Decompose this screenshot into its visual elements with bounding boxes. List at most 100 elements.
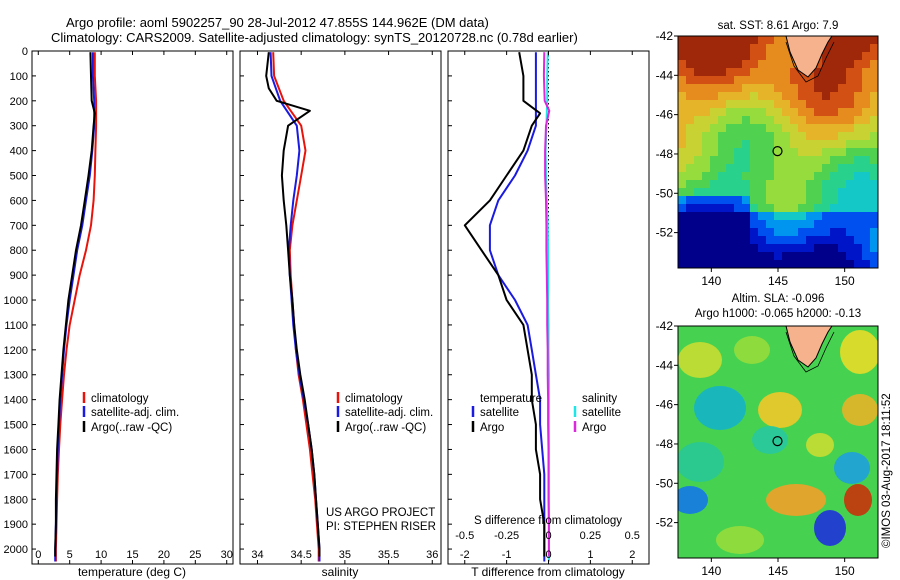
sst-cell <box>814 236 823 245</box>
sst-cell <box>686 244 695 253</box>
sst-cell <box>742 132 751 141</box>
sst-cell <box>854 140 863 149</box>
sst-cell <box>694 60 703 69</box>
sst-cell <box>678 116 687 125</box>
sst-cell <box>774 164 783 173</box>
sst-cell <box>678 244 687 253</box>
sst-cell <box>838 212 847 221</box>
sst-cell <box>750 164 759 173</box>
sst-cell <box>694 236 703 245</box>
sst-cell <box>750 140 759 149</box>
sst-cell <box>846 140 855 149</box>
sst-cell <box>694 220 703 229</box>
sst-cell <box>750 68 759 77</box>
sst-cell <box>838 52 847 61</box>
sst-cell <box>806 84 815 93</box>
tasmania-landmass <box>785 326 833 368</box>
sst-cell <box>734 252 743 261</box>
sst-cell <box>862 196 871 205</box>
sst-cell <box>710 220 719 229</box>
sst-map-field <box>678 36 878 268</box>
sst-cell <box>862 76 871 85</box>
sst-cell <box>862 180 871 189</box>
sst-cell <box>774 244 783 253</box>
sst-cell <box>830 172 839 181</box>
sst-cell <box>782 44 791 53</box>
sst-cell <box>806 156 815 165</box>
sst-cell <box>830 212 839 221</box>
sst-cell <box>782 180 791 189</box>
map-x-tick-label: 140 <box>701 564 721 578</box>
sst-cell <box>750 100 759 109</box>
sst-cell <box>798 252 807 261</box>
sst-cell <box>870 252 878 261</box>
sst-cell <box>822 124 831 133</box>
sst-cell <box>734 100 743 109</box>
sst-cell <box>814 244 823 253</box>
sst-cell <box>766 212 775 221</box>
sst-cell <box>790 84 799 93</box>
sst-cell <box>734 36 743 45</box>
sst-heatmap-cells <box>678 36 878 268</box>
sst-cell <box>678 156 687 165</box>
sst-cell <box>702 236 711 245</box>
sst-cell <box>710 44 719 53</box>
sst-cell <box>694 244 703 253</box>
sst-cell <box>806 244 815 253</box>
s-tick-label: 0 <box>545 530 551 542</box>
legend-label-satellite: satellite-adj. clim. <box>345 407 433 419</box>
sst-cell <box>686 92 695 101</box>
legend-label-s-satellite: satellite <box>582 407 621 419</box>
sst-cell <box>734 68 743 77</box>
sst-cell <box>702 164 711 173</box>
sst-cell <box>766 36 775 45</box>
sst-cell <box>702 124 711 133</box>
sst-cell <box>822 172 831 181</box>
sst-cell <box>854 212 863 221</box>
sst-cell <box>686 212 695 221</box>
sst-cell <box>742 76 751 85</box>
sst-cell <box>870 196 878 205</box>
sst-cell <box>710 188 719 197</box>
sst-cell <box>766 252 775 261</box>
sst-cell <box>790 132 799 141</box>
sst-cell <box>862 156 871 165</box>
sst-cell <box>710 92 719 101</box>
sst-cell <box>742 60 751 69</box>
sst-cell <box>758 204 767 213</box>
sst-cell <box>734 244 743 253</box>
sst-cell <box>694 228 703 237</box>
sst-cell <box>774 220 783 229</box>
sst-cell <box>758 252 767 261</box>
sst-cell <box>726 68 735 77</box>
sst-cell <box>702 132 711 141</box>
sst-cell <box>710 60 719 69</box>
sst-cell <box>830 132 839 141</box>
sst-cell <box>766 52 775 61</box>
difference-s-ticks: -0.5 -0.25 0 0.25 0.5 <box>455 530 640 542</box>
sst-cell <box>814 124 823 133</box>
sst-cell <box>870 108 878 117</box>
sst-cell <box>830 260 839 268</box>
sst-cell <box>686 252 695 261</box>
sst-cell <box>846 108 855 117</box>
sst-cell <box>758 44 767 53</box>
sst-cell <box>822 44 831 53</box>
sst-cell <box>822 196 831 205</box>
sst-cell <box>790 100 799 109</box>
sst-cell <box>678 228 687 237</box>
sst-cell <box>822 76 831 85</box>
sst-cell <box>854 124 863 133</box>
sla-anomaly-blob <box>678 442 724 482</box>
map-y-tick-label: -48 <box>656 147 674 161</box>
sst-cell <box>742 188 751 197</box>
sst-cell <box>734 260 743 268</box>
salinity-series <box>265 52 321 562</box>
sst-cell <box>830 140 839 149</box>
x-tick-label: 2 <box>629 549 635 561</box>
sst-cell <box>726 220 735 229</box>
sst-cell <box>742 44 751 53</box>
sst-cell <box>686 108 695 117</box>
sst-cell <box>710 140 719 149</box>
sst-cell <box>758 244 767 253</box>
